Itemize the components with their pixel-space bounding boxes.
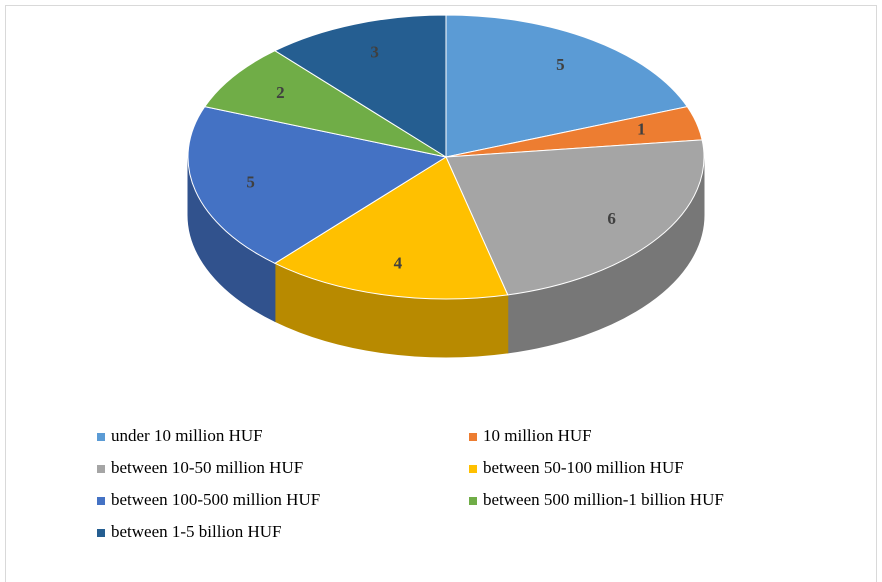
- slice: [445, 139, 705, 296]
- legend-swatch: [97, 433, 105, 441]
- legend-label: 10 million HUF: [483, 426, 592, 445]
- legend-swatch: [97, 529, 105, 537]
- legend-label: between 50-100 million HUF: [483, 458, 684, 477]
- data-label: 5: [556, 55, 565, 74]
- legend-label: between 1-5 billion HUF: [111, 522, 281, 541]
- slice: [273, 156, 509, 300]
- legend-swatch: [469, 497, 477, 505]
- data-labels: 5 1 6 4 5 2 3: [246, 42, 645, 272]
- legend-swatch: [469, 465, 477, 473]
- data-label: 3: [370, 42, 379, 61]
- data-label: 1: [637, 119, 646, 138]
- data-label: 2: [276, 83, 285, 102]
- slice: [203, 50, 447, 158]
- legend-label: between 500 million-1 billion HUF: [483, 490, 724, 509]
- slice: [445, 14, 689, 158]
- legend-label: between 100-500 million HUF: [111, 490, 320, 509]
- legend: under 10 million HUF 10 million HUF betwee…: [97, 426, 724, 541]
- slice: [273, 14, 447, 158]
- legend-swatch: [97, 497, 105, 505]
- legend-swatch: [97, 465, 105, 473]
- legend-swatch: [469, 433, 477, 441]
- legend-label: under 10 million HUF: [111, 426, 263, 445]
- data-label: 5: [246, 172, 255, 191]
- pie-tops: [187, 14, 705, 300]
- data-label: 4: [394, 253, 403, 272]
- data-label: 6: [607, 209, 616, 228]
- slice: [187, 106, 448, 264]
- legend-label: between 10-50 million HUF: [111, 458, 303, 477]
